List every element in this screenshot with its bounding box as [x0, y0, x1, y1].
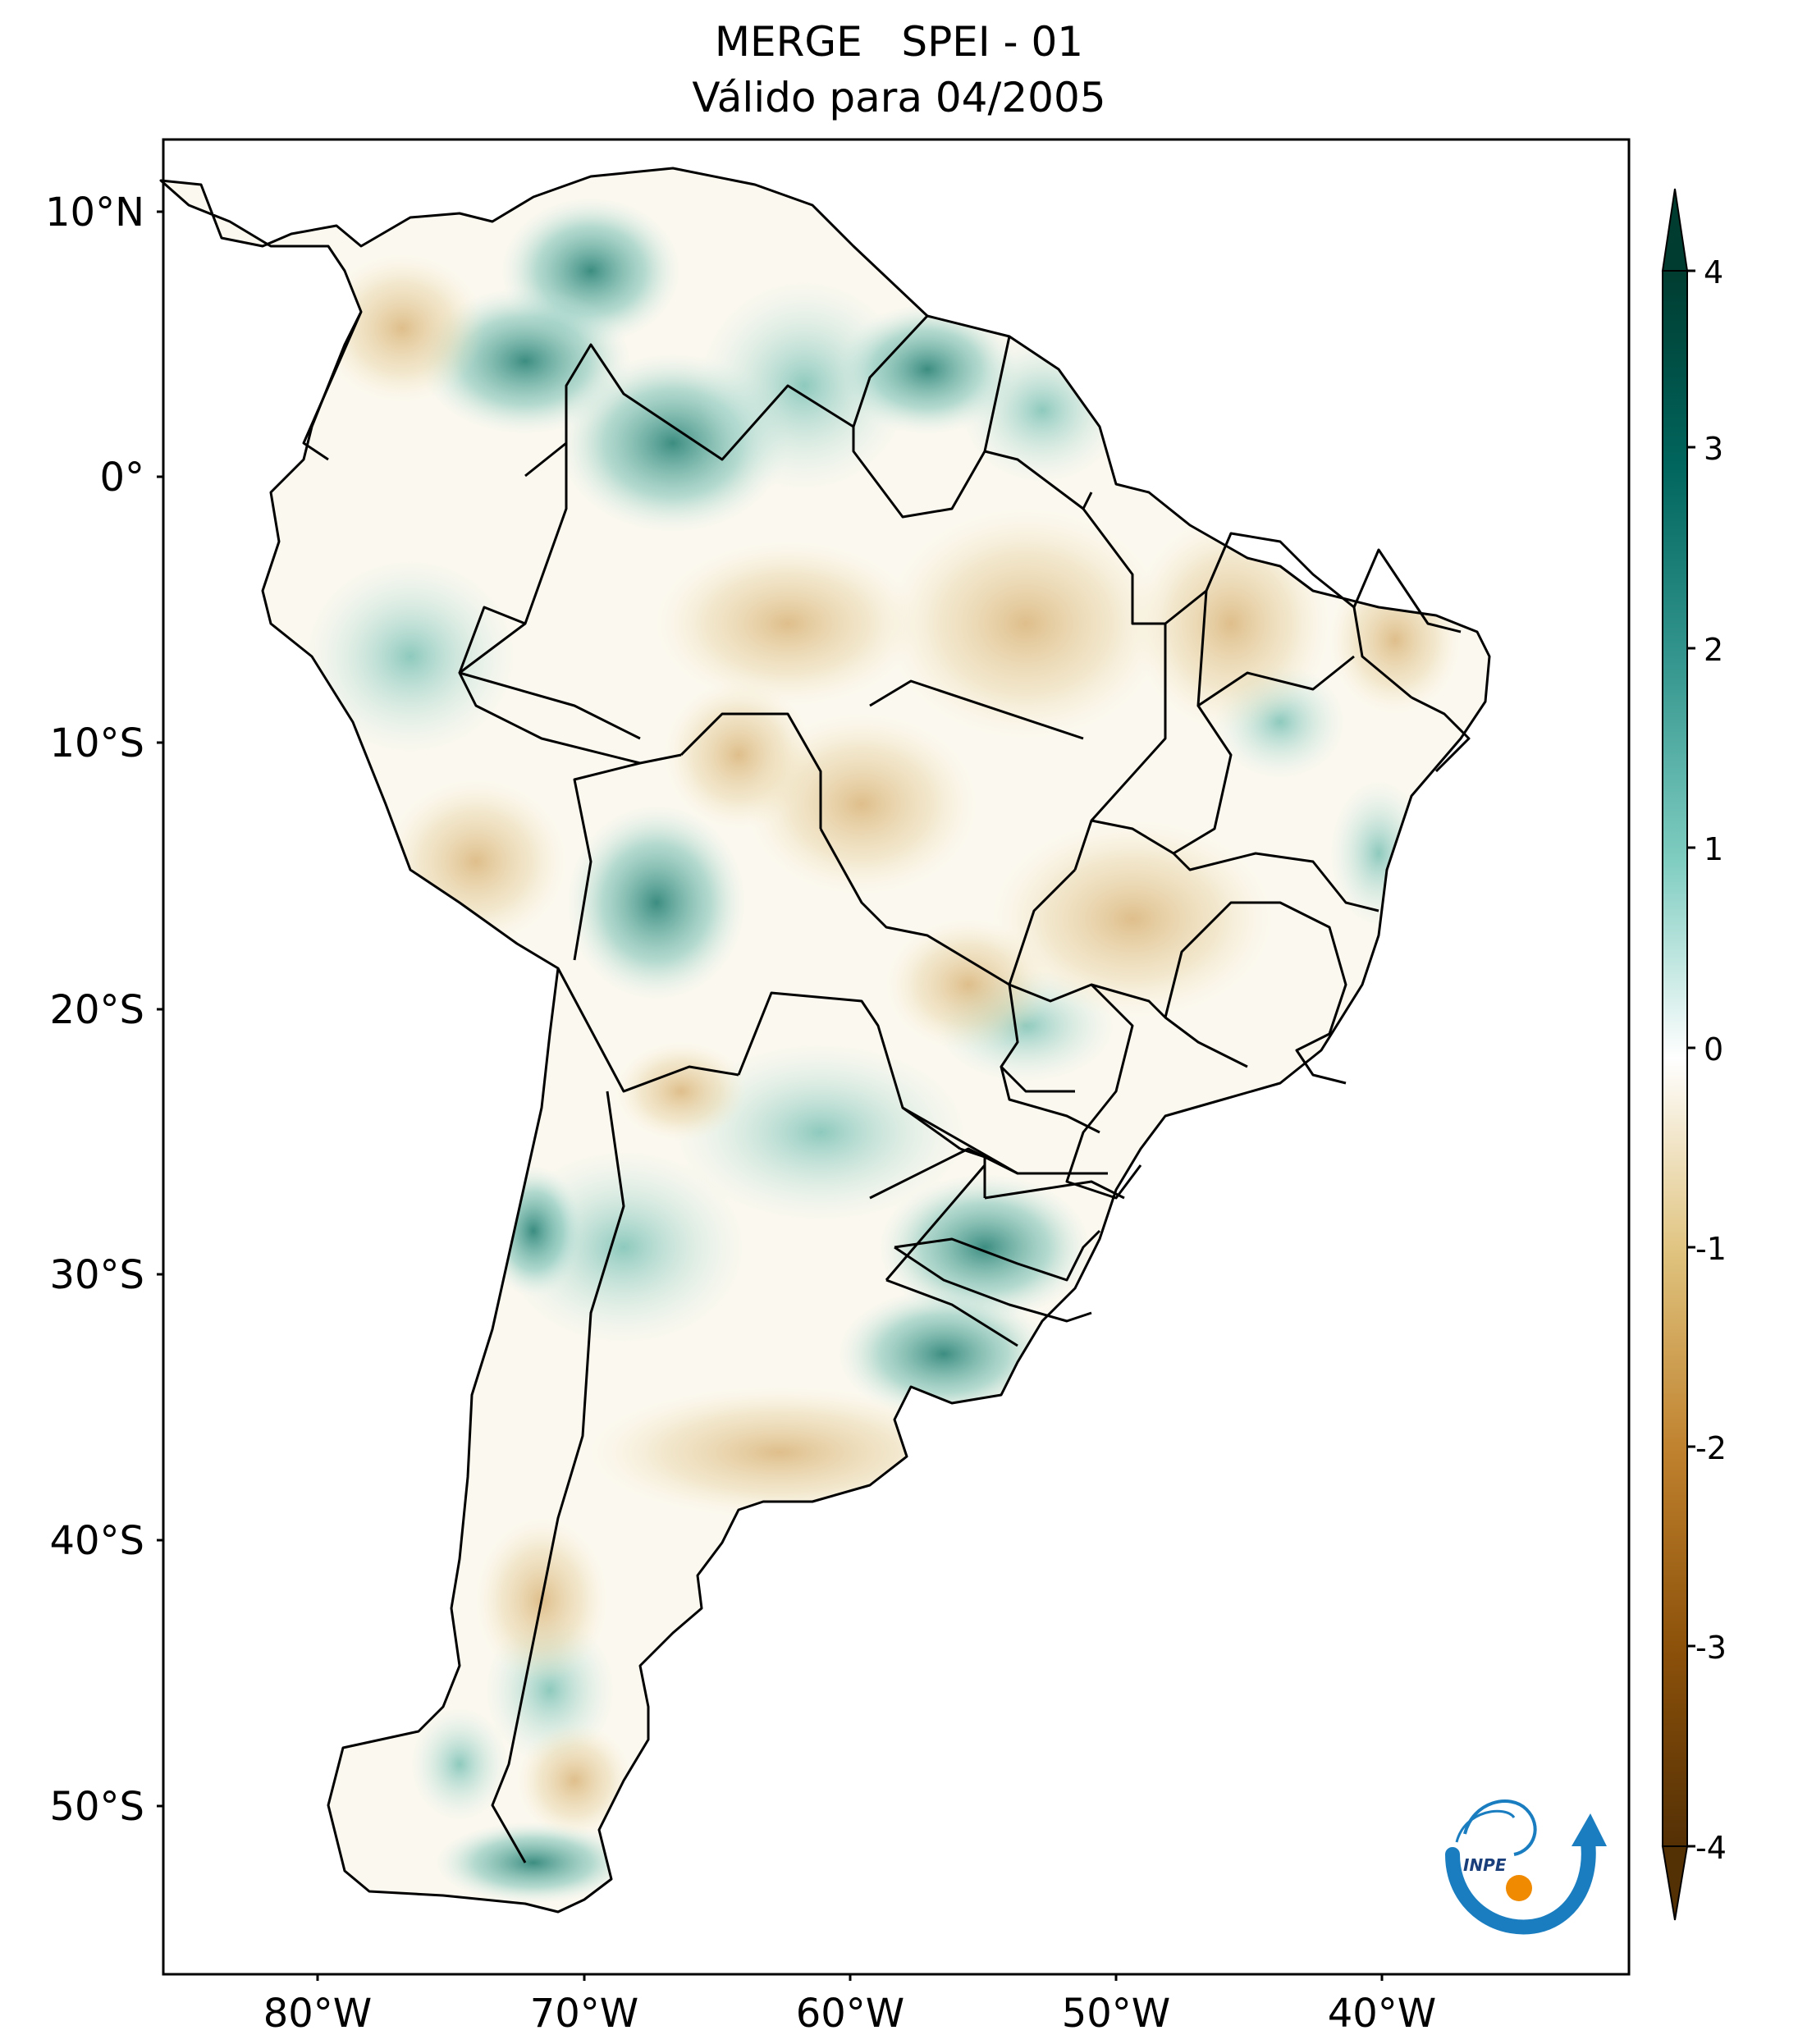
colorbar-tick-label: -2: [1695, 1430, 1727, 1466]
lat-tick-label: 20°S: [49, 987, 144, 1033]
colorbar-tick-label: 1: [1704, 831, 1723, 867]
colorbar: 4 3 2 1 0 -1 -2 -3 -4: [1661, 188, 1727, 1921]
colorbar-scale: [1662, 270, 1688, 1847]
lon-tick-label: 40°W: [1328, 1991, 1437, 2037]
lat-tick-label: 50°S: [49, 1784, 144, 1830]
map-title-line1: MERGE SPEI - 01: [714, 18, 1084, 66]
colorbar-tick-label: 0: [1704, 1031, 1723, 1068]
colorbar-tick-label: -1: [1695, 1231, 1727, 1267]
map-title-line2: Válido para 04/2005: [692, 74, 1106, 121]
lon-tick-label: 80°W: [263, 1991, 373, 2037]
lon-axis: 80°W 70°W 60°W 50°W 40°W: [263, 1974, 1437, 2037]
lon-tick-label: 50°W: [1062, 1991, 1171, 2037]
colorbar-tick-label: 4: [1704, 254, 1723, 290]
colorbar-tick-label: 3: [1704, 431, 1723, 467]
lat-tick-label: 40°S: [49, 1518, 144, 1564]
plot-frame: [162, 138, 1631, 1976]
colorbar-tick-label: -4: [1695, 1830, 1727, 1866]
inpe-logo-icon: INPE: [1445, 1799, 1607, 1935]
lat-tick-label: 0°: [99, 455, 144, 501]
colorbar-extend-top: [1661, 188, 1689, 272]
lat-tick-label: 10°S: [49, 720, 144, 766]
lat-tick-label: 30°S: [49, 1252, 144, 1298]
colorbar-tick-label: 2: [1704, 632, 1723, 668]
lon-tick-label: 70°W: [530, 1991, 639, 2037]
lat-tick-label: 10°N: [45, 190, 144, 235]
inpe-logo-text: INPE: [1463, 1855, 1507, 1875]
political-borders: [302, 311, 1471, 1863]
lon-tick-label: 60°W: [796, 1991, 905, 2037]
lat-axis: 10°N 0° 10°S 20°S 30°S 40°S 50°S: [45, 190, 163, 1830]
colorbar-tick-label: -3: [1695, 1630, 1727, 1666]
colorbar-extend-bottom: [1661, 1845, 1689, 1921]
